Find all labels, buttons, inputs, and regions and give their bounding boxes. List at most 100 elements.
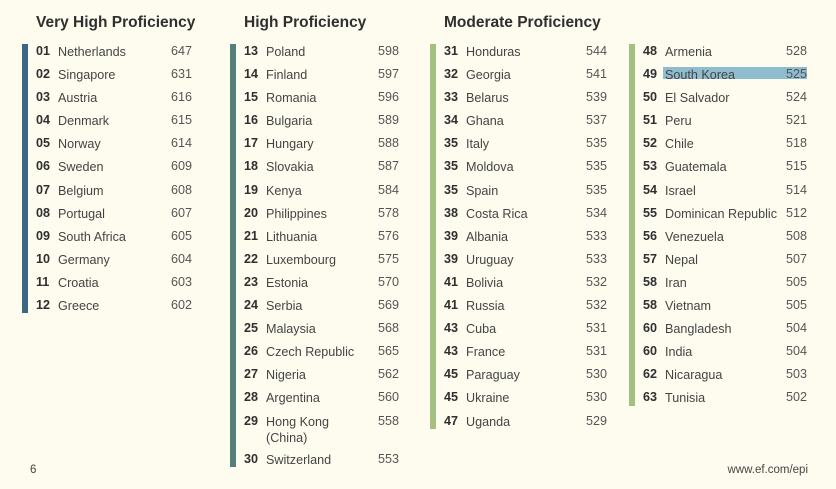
country-name: Vietnam	[665, 299, 711, 314]
country-name: Nigeria	[266, 368, 306, 383]
country-name: Iran	[665, 275, 687, 290]
rank-number: 43	[444, 344, 459, 359]
rank-number: 11	[36, 274, 50, 289]
proficiency-score: 570	[377, 274, 399, 289]
rank-number: 34	[444, 113, 459, 128]
rank-number: 45	[444, 367, 459, 382]
rank-number: 25	[244, 321, 259, 336]
ranking-row: 52 Chile 518	[643, 136, 807, 159]
proficiency-score: 505	[785, 298, 807, 313]
proficiency-score: 589	[377, 113, 399, 128]
proficiency-score: 528	[785, 44, 807, 58]
ranking-row: 25 Malaysia 568	[244, 321, 399, 344]
proficiency-score: 533	[585, 251, 607, 266]
country-name: Ghana	[466, 114, 504, 129]
country-name: Switzerland	[266, 452, 332, 467]
rank-number: 55	[643, 205, 658, 220]
ranking-row: 49 South Korea 525	[643, 67, 807, 90]
proficiency-score: 584	[377, 182, 399, 197]
proficiency-score: 596	[377, 90, 399, 105]
ranking-row: 10 Germany 604	[36, 252, 192, 275]
proficiency-score: 587	[377, 159, 399, 174]
proficiency-score: 532	[585, 274, 607, 289]
country-name: Hong Kong (China)	[266, 414, 330, 445]
rank-number: 41	[444, 298, 459, 313]
proficiency-score: 569	[377, 298, 399, 313]
rank-number: 30	[244, 451, 259, 466]
ranking-row: 45 Ukraine 530	[444, 390, 607, 413]
proficiency-score: 525	[785, 67, 807, 82]
country-name: Croatia	[58, 275, 99, 290]
ranking-row: 11 Croatia 603	[36, 275, 192, 298]
rank-number: 63	[643, 390, 658, 405]
country-name: Peru	[665, 114, 692, 129]
country-name: France	[466, 345, 506, 360]
ranking-row: 28 Argentina 560	[244, 390, 399, 413]
proficiency-score: 537	[585, 113, 607, 128]
proficiency-score: 512	[785, 205, 807, 220]
country-name: Germany	[58, 252, 110, 267]
country-name: South Korea	[665, 68, 736, 83]
ranking-row: 35 Spain 535	[444, 183, 607, 206]
country-name: Norway	[58, 137, 101, 152]
ranking-row: 15 Romania 596	[244, 90, 399, 113]
ranking-row: 05 Norway 614	[36, 136, 192, 159]
proficiency-score: 605	[170, 228, 192, 243]
ranking-row: 38 Costa Rica 534	[444, 206, 607, 229]
rank-number: 04	[36, 113, 51, 128]
country-name: Lithuania	[266, 229, 318, 244]
rank-number: 52	[643, 136, 658, 151]
ranking-row: 01 Netherlands 647	[36, 44, 192, 67]
rank-number: 01	[36, 44, 51, 58]
rank-number: 20	[244, 205, 259, 220]
rank-number: 15	[244, 90, 259, 105]
rank-number: 60	[643, 321, 658, 336]
ranking-row: 20 Philippines 578	[244, 206, 399, 229]
rank-number: 35	[444, 182, 459, 197]
country-name: Chile	[665, 137, 694, 152]
country-name: Romania	[266, 91, 317, 106]
country-name: Paraguay	[466, 368, 520, 383]
ranking-row: 18 Slovakia 587	[244, 159, 399, 182]
ranking-row: 57 Nepal 507	[643, 252, 807, 275]
country-name: Poland	[266, 45, 306, 59]
rank-number: 24	[244, 298, 259, 313]
proficiency-score: 575	[377, 251, 399, 266]
ranking-row: 07 Belgium 608	[36, 183, 192, 206]
ranking-row: 19 Kenya 584	[244, 183, 399, 206]
ranking-row: 56 Venezuela 508	[643, 229, 807, 252]
proficiency-score: 560	[377, 390, 399, 405]
proficiency-score: 568	[377, 321, 399, 336]
ranking-row: 48 Armenia 528	[643, 44, 807, 67]
proficiency-score: 533	[585, 228, 607, 243]
proficiency-score: 530	[585, 367, 607, 382]
ranking-row: 06 Sweden 609	[36, 159, 192, 182]
country-name: South Africa	[58, 229, 126, 244]
country-name: Serbia	[266, 299, 303, 314]
ranking-row: 27 Nigeria 562	[244, 367, 399, 390]
country-name: Nepal	[665, 252, 698, 267]
country-name: Moldova	[466, 160, 514, 175]
rank-number: 47	[444, 413, 459, 428]
rank-number: 31	[444, 44, 459, 58]
ranking-row: 23 Estonia 570	[244, 275, 399, 298]
rank-number: 16	[244, 113, 259, 128]
band-bar-high	[230, 44, 236, 467]
rank-number: 39	[444, 228, 459, 243]
proficiency-score: 539	[585, 90, 607, 105]
proficiency-score: 507	[785, 251, 807, 266]
proficiency-score: 503	[785, 367, 807, 382]
band-bar-very-high	[22, 44, 28, 313]
proficiency-score: 524	[785, 90, 807, 105]
rank-number: 35	[444, 159, 459, 174]
country-name: Uganda	[466, 414, 511, 429]
proficiency-score: 535	[585, 159, 607, 174]
rank-number: 53	[643, 159, 658, 174]
rank-number: 18	[244, 159, 259, 174]
ranking-row: 34 Ghana 537	[444, 113, 607, 136]
rank-number: 60	[643, 344, 658, 359]
rank-number: 23	[244, 274, 259, 289]
ranking-row: 54 Israel 514	[643, 183, 807, 206]
proficiency-score: 521	[785, 113, 807, 128]
proficiency-score: 530	[585, 390, 607, 405]
